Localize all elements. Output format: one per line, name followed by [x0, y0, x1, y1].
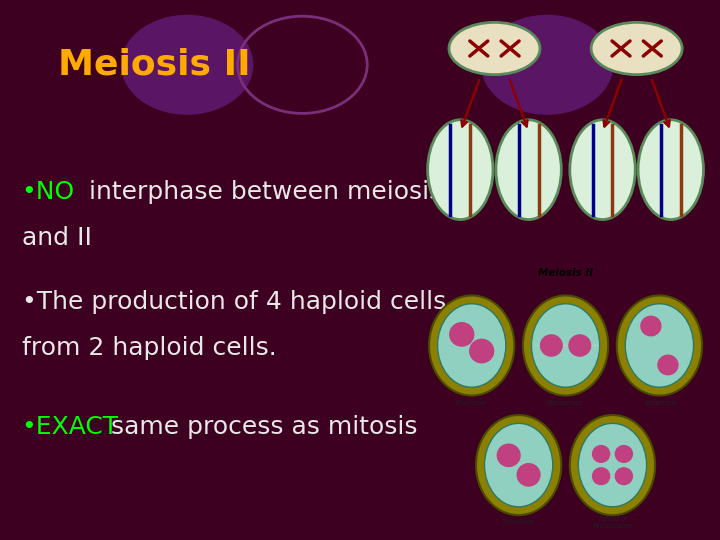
- Ellipse shape: [625, 304, 693, 387]
- Circle shape: [541, 335, 562, 356]
- Circle shape: [450, 323, 474, 346]
- Ellipse shape: [428, 120, 493, 220]
- Ellipse shape: [570, 120, 635, 220]
- Circle shape: [517, 464, 540, 486]
- Ellipse shape: [570, 415, 655, 515]
- Text: Meiosis II: Meiosis II: [58, 48, 251, 82]
- Circle shape: [482, 16, 612, 113]
- Ellipse shape: [476, 415, 562, 515]
- Text: and II: and II: [22, 226, 91, 249]
- Ellipse shape: [485, 423, 553, 507]
- Text: Metaphase: Metaphase: [547, 400, 584, 406]
- Circle shape: [469, 339, 494, 363]
- Text: Tetrad of
Microspores: Tetrad of Microspores: [593, 516, 633, 529]
- Ellipse shape: [638, 120, 703, 220]
- Circle shape: [593, 446, 610, 462]
- Text: •The production of 4 haploid cells: •The production of 4 haploid cells: [22, 291, 446, 314]
- Text: interphase between meiosis I: interphase between meiosis I: [81, 180, 457, 204]
- Circle shape: [641, 316, 661, 336]
- Text: same process as mitosis: same process as mitosis: [103, 415, 418, 438]
- Ellipse shape: [438, 304, 506, 387]
- Circle shape: [498, 444, 520, 467]
- Circle shape: [658, 355, 678, 375]
- Text: Telophase: Telophase: [502, 519, 535, 525]
- Circle shape: [593, 468, 610, 484]
- Circle shape: [616, 446, 632, 462]
- Ellipse shape: [578, 423, 647, 507]
- Text: Prophase: Prophase: [456, 400, 487, 406]
- Ellipse shape: [617, 295, 702, 395]
- Text: Anaphase: Anaphase: [643, 400, 676, 406]
- Ellipse shape: [523, 295, 608, 395]
- Circle shape: [569, 335, 590, 356]
- Ellipse shape: [429, 295, 514, 395]
- Ellipse shape: [449, 22, 540, 75]
- Text: Meiosis II: Meiosis II: [538, 268, 593, 278]
- Text: •EXACT: •EXACT: [22, 415, 119, 438]
- Text: •NO: •NO: [22, 180, 75, 204]
- Circle shape: [616, 468, 632, 484]
- Text: from 2 haploid cells.: from 2 haploid cells.: [22, 336, 276, 360]
- Ellipse shape: [531, 304, 600, 387]
- Ellipse shape: [496, 120, 562, 220]
- Ellipse shape: [591, 22, 682, 75]
- Circle shape: [122, 16, 252, 113]
